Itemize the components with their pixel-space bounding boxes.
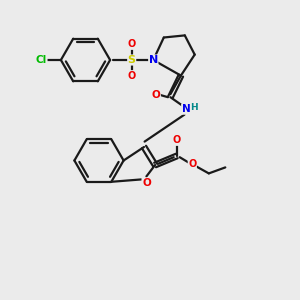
Text: H: H bbox=[190, 103, 198, 112]
Text: N: N bbox=[182, 104, 190, 114]
Text: N: N bbox=[149, 55, 158, 65]
Text: O: O bbox=[128, 70, 136, 81]
Text: O: O bbox=[172, 135, 181, 146]
Text: O: O bbox=[128, 39, 136, 50]
Text: O: O bbox=[142, 178, 151, 188]
Text: O: O bbox=[152, 90, 160, 100]
Text: Cl: Cl bbox=[36, 55, 47, 65]
Text: O: O bbox=[188, 159, 196, 170]
Text: S: S bbox=[128, 55, 136, 65]
